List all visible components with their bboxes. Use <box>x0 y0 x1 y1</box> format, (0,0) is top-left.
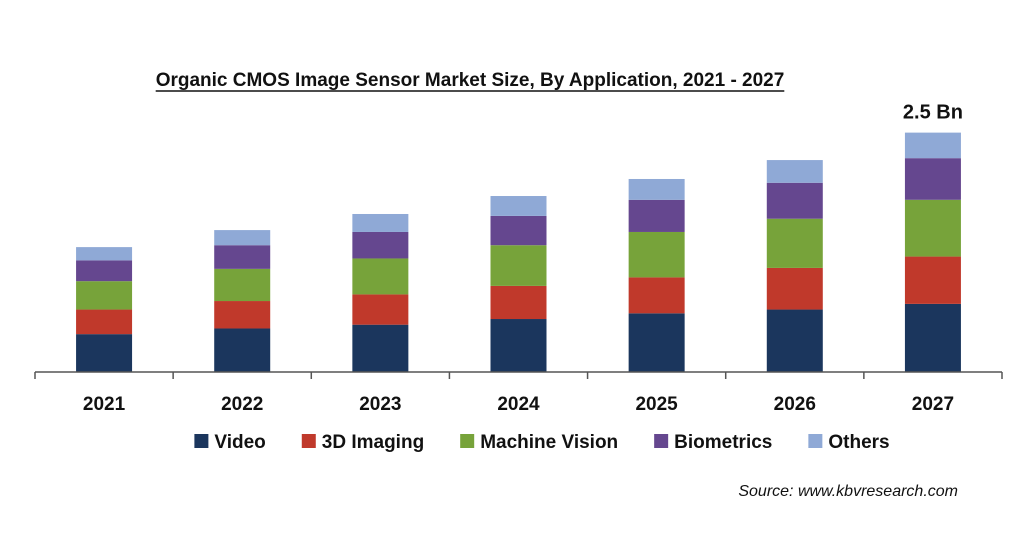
bar-segment-3d-imaging-2027 <box>904 256 961 304</box>
bar-segment-3d-imaging-2023 <box>352 294 409 325</box>
bar-segment-3d-imaging-2022 <box>214 301 271 329</box>
bar-segment-machine-vision-2026 <box>766 218 823 268</box>
bar-segment-video-2021 <box>76 334 133 372</box>
bar-segment-3d-imaging-2024 <box>490 285 547 320</box>
legend-label-machine-vision: Machine Vision <box>480 432 618 453</box>
bar-segment-machine-vision-2027 <box>904 199 961 257</box>
x-axis-tick-labels: 2021 2022 2023 2024 2025 2026 2027 <box>83 394 954 415</box>
data-label-2027: 2.5 Bn <box>903 102 963 124</box>
legend: Video 3D Imaging Machine Vision Biometrics O… <box>194 432 890 453</box>
bar-segment-biometrics-2023 <box>352 231 409 259</box>
bar-segment-3d-imaging-2021 <box>76 309 133 335</box>
bar-segment-others-2026 <box>766 160 823 183</box>
chart-title: Organic CMOS Image Sensor Market Size, B… <box>156 70 785 91</box>
bar-segment-biometrics-2024 <box>490 215 547 246</box>
bar-segment-video-2025 <box>628 313 685 372</box>
legend-label-3d-imaging: 3D Imaging <box>322 432 424 453</box>
bar-segment-biometrics-2026 <box>766 182 823 219</box>
bar-segment-others-2023 <box>352 213 409 232</box>
legend-swatch-machine-vision <box>460 434 475 448</box>
bar-segment-3d-imaging-2026 <box>766 267 823 310</box>
legend-swatch-3d-imaging <box>301 434 316 448</box>
source-note: Source: www.kbvresearch.com <box>738 483 958 500</box>
bar-segment-biometrics-2021 <box>76 260 133 282</box>
x-tick-label-2023: 2023 <box>359 394 401 415</box>
legend-label-others: Others <box>828 432 889 453</box>
bar-segment-video-2027 <box>904 303 961 372</box>
x-tick-label-2027: 2027 <box>912 394 954 415</box>
bar-segment-video-2026 <box>766 309 823 372</box>
bar-segment-others-2021 <box>76 247 133 261</box>
bar-segment-others-2022 <box>214 230 271 246</box>
bar-segment-others-2027 <box>904 132 961 159</box>
x-axis-ticks <box>34 372 1003 379</box>
legend-swatch-video <box>194 434 209 448</box>
bar-segment-others-2025 <box>628 178 685 200</box>
bar-segment-video-2022 <box>214 328 271 372</box>
legend-swatch-others <box>808 434 823 448</box>
x-tick-label-2022: 2022 <box>221 394 263 415</box>
bar-segment-biometrics-2025 <box>628 199 685 232</box>
bar-segment-others-2024 <box>490 196 547 216</box>
x-tick-label-2025: 2025 <box>635 394 678 415</box>
bar-segment-machine-vision-2024 <box>490 245 547 286</box>
bar-segment-biometrics-2027 <box>904 158 961 200</box>
data-labels-group: 2.5 Bn <box>903 102 963 124</box>
bar-segment-video-2024 <box>490 319 547 372</box>
x-tick-label-2021: 2021 <box>83 394 126 415</box>
bar-segment-video-2023 <box>352 324 409 372</box>
legend-swatch-biometrics <box>654 434 669 448</box>
bar-segment-machine-vision-2025 <box>628 231 685 278</box>
legend-label-biometrics: Biometrics <box>674 432 772 453</box>
bar-segment-machine-vision-2022 <box>214 268 271 302</box>
bar-segment-3d-imaging-2025 <box>628 277 685 314</box>
bars-group <box>76 132 961 372</box>
x-tick-label-2026: 2026 <box>774 394 816 415</box>
bar-segment-biometrics-2022 <box>214 245 271 269</box>
legend-label-video: Video <box>214 432 265 453</box>
bar-segment-machine-vision-2023 <box>352 258 409 295</box>
x-tick-label-2024: 2024 <box>497 394 540 415</box>
bar-segment-machine-vision-2021 <box>76 281 133 310</box>
